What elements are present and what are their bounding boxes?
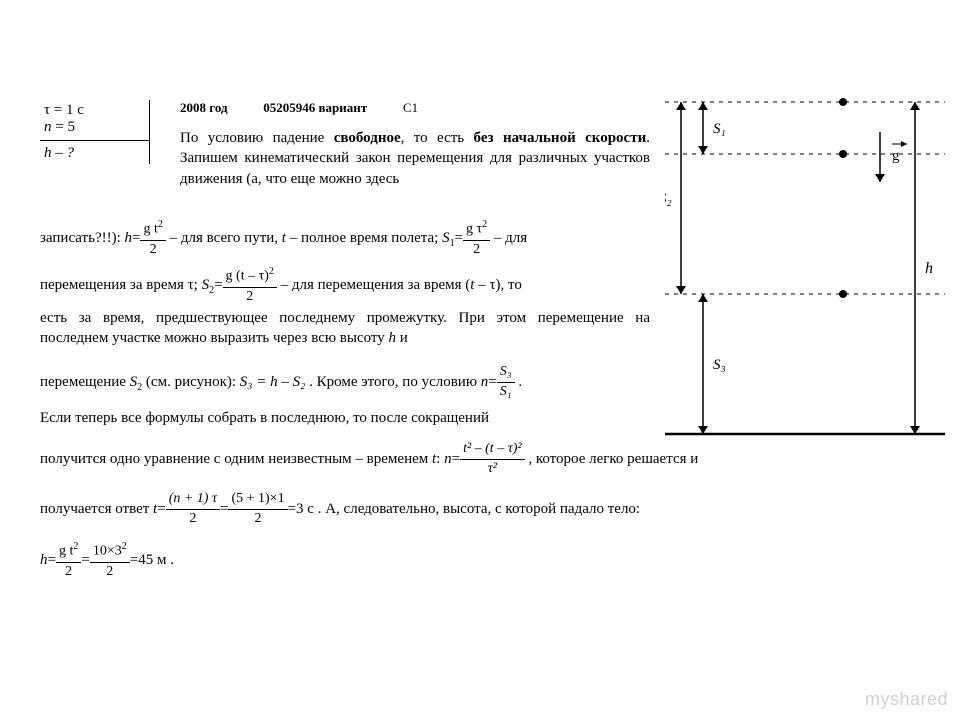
formula-h: h=g t22 [125,230,170,246]
formula-t-answer: t=(n + 1) τ2=(5 + 1)×12=3 с [153,501,318,517]
line-formula-s2: перемещения за время τ; S2=g (t – τ)22 –… [40,265,650,306]
given-tau: τ = 1 с [44,102,145,119]
formula-n-t: n=t² – (t – τ)²τ² [444,451,528,467]
formula-h-answer: h=g t22=10×322=45 м [40,552,170,568]
line-formula-h-s1: записать?!!): h=g t22 – для всего пути, … [40,218,650,259]
svg-text:S₂: S₂ [665,191,672,207]
given-find: h – ? [40,141,150,164]
line-formula-s3-n: перемещение S2 (см. рисунок): S₃ = h – S… [40,363,650,402]
line-text-interval: есть за время, предшествующее последнему… [40,308,650,349]
formula-n: n=S₃S₁ [481,374,519,390]
given-known: τ = 1 с n = 5 [40,100,150,141]
svg-text:S₁: S₁ [713,121,726,137]
free-fall-diagram: S₁ S₂ S₃ g h [665,94,945,454]
line-answer-t: получается ответ t=(n + 1) τ2=(5 + 1)×12… [40,490,920,529]
formula-s2: S2=g (t – τ)22 [202,277,281,293]
svg-text:S₃: S₃ [713,357,726,373]
given-data-box: τ = 1 с n = 5 h – ? [40,100,150,164]
given-n: n = 5 [44,119,145,136]
svg-text:h: h [925,260,933,277]
svg-text:g: g [892,148,900,164]
line-answer-h: h=g t22=10×322=45 м . [40,540,920,581]
problem-header: 2008 год 05205946 вариант C1 [180,100,418,116]
formula-s1: S1=g τ22 [442,230,494,246]
line-text-collect: Если теперь все формулы собрать в послед… [40,408,650,428]
intro-paragraph: По условию падение свободное, то есть бе… [180,128,650,189]
formula-s3: S₃ = h – S₂ [240,374,306,390]
watermark: myshared [865,689,948,710]
